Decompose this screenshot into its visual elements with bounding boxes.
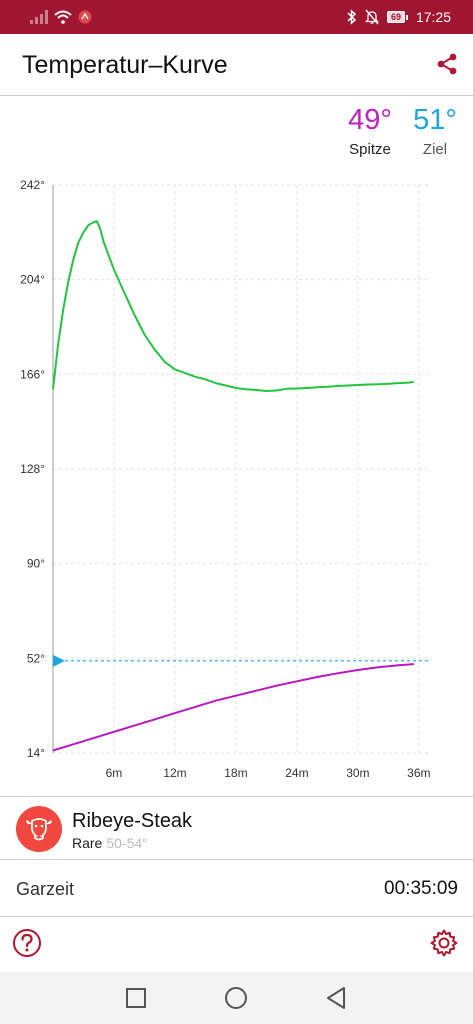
help-icon[interactable] <box>12 928 42 958</box>
target-temperature-label: Ziel <box>422 141 448 158</box>
cook-time-label: Garzeit <box>16 879 75 899</box>
peak-temperature-label: Spitze <box>349 141 391 158</box>
chart-grid <box>53 184 429 754</box>
series-line <box>52 663 414 752</box>
x-tick-label: 6m <box>106 766 123 780</box>
x-tick-label: 30m <box>346 766 369 780</box>
battery-icon: 69 <box>386 11 408 23</box>
settings-gear-icon[interactable] <box>429 928 459 958</box>
status-bar: 69 17:25 <box>0 0 473 34</box>
doneness-label: Rare <box>72 835 103 851</box>
x-tick-label: 36m <box>407 766 430 780</box>
cow-avatar <box>16 806 62 852</box>
app-notification-icon <box>78 10 92 24</box>
target-temperature-value: 51° <box>413 104 457 136</box>
recent-apps-icon[interactable] <box>124 986 148 1010</box>
peak-temperature-value: 49° <box>348 104 392 136</box>
y-tick-label: 14° <box>27 746 45 760</box>
status-left-icons <box>30 9 92 25</box>
y-tick-label: 52° <box>27 651 45 665</box>
x-tick-label: 12m <box>163 766 186 780</box>
y-tick-label: 166° <box>20 367 45 381</box>
doneness-range: 50-54° <box>106 835 148 851</box>
system-nav-bar <box>0 972 473 1024</box>
share-icon[interactable] <box>435 52 459 76</box>
target-marker[interactable] <box>53 654 65 667</box>
chart-series <box>52 220 414 752</box>
steak-name: Ribeye-Steak <box>72 810 193 832</box>
wifi-icon <box>54 10 72 24</box>
bluetooth-icon <box>347 9 357 25</box>
home-icon[interactable] <box>224 986 248 1010</box>
chart-target <box>53 654 429 667</box>
temperature-chart-svg: 14° 52° 90° 128° 166° 204° 242° 6m 12m 18m 24m 30m 3… <box>20 178 430 780</box>
status-right-icons: 69 17:25 <box>347 8 451 26</box>
temperature-chart[interactable]: 14° 52° 90° 128° 166° 204° 242° 6m 12m 18m 24m 30m 3… <box>0 170 473 790</box>
back-icon[interactable] <box>324 986 348 1010</box>
app-header: Temperatur–Kurve <box>0 34 473 96</box>
target-temperature: 51° Ziel <box>410 104 460 158</box>
y-tick-label: 128° <box>20 462 45 476</box>
status-time: 17:25 <box>415 9 451 25</box>
cook-time-value: 00:35:09 <box>384 878 458 899</box>
battery-level: 69 <box>386 11 405 23</box>
y-tick-label: 204° <box>20 273 45 287</box>
x-tick-label: 24m <box>285 766 308 780</box>
chart-axes: 14° 52° 90° 128° 166° 204° 242° 6m 12m 18m 24m 30m 3… <box>20 178 430 780</box>
cook-time-row: Garzeit 00:35:09 <box>0 860 473 917</box>
series-line <box>52 220 414 392</box>
page-title: Temperatur–Kurve <box>22 51 228 79</box>
x-tick-label: 18m <box>224 766 247 780</box>
steak-selection[interactable]: Ribeye-Steak Rare 50-54° <box>0 796 473 860</box>
peak-temperature: 49° Spitze <box>342 104 398 158</box>
y-tick-label: 90° <box>27 557 45 571</box>
cow-icon <box>26 818 52 841</box>
steak-doneness: Rare 50-54° <box>72 835 148 851</box>
signal-icon <box>30 10 48 24</box>
bell-muted-icon <box>364 9 379 25</box>
y-tick-label: 242° <box>20 178 45 192</box>
